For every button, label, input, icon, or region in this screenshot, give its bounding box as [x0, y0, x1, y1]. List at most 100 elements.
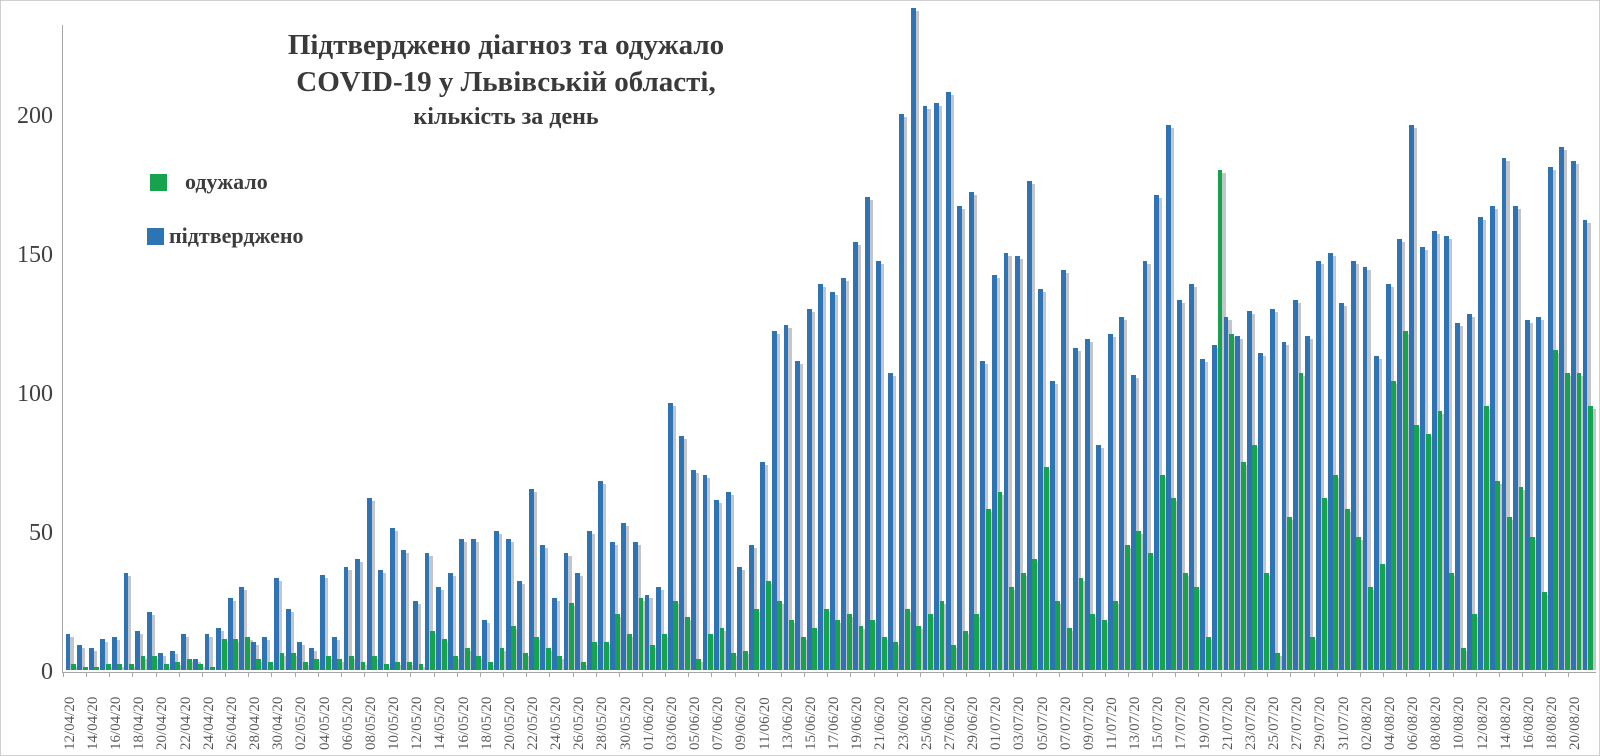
bar-confirmed [123, 572, 129, 670]
bar-recovered [163, 664, 169, 670]
bar-shadow [1469, 317, 1475, 670]
bar-recovered [1124, 544, 1130, 670]
bar-shadow [1018, 258, 1024, 670]
bar-recovered [974, 614, 980, 670]
bar-shadow [242, 589, 248, 670]
legend-item-recovered: одужало [150, 171, 268, 193]
bar-recovered [267, 661, 273, 670]
legend-swatch-confirmed [147, 227, 164, 245]
bar-confirmed [1223, 316, 1229, 670]
bar-recovered [858, 625, 864, 670]
bar-recovered [1240, 461, 1246, 670]
bar-shadow [1475, 617, 1481, 670]
bar-confirmed [551, 597, 557, 670]
x-tick-label: 19/06/20 [849, 696, 866, 750]
bar-recovered [256, 658, 262, 670]
bar-shadow [1307, 339, 1313, 670]
bar-shadow [653, 647, 659, 670]
bar-recovered [129, 664, 134, 670]
legend-label-confirmed: підтверджено [169, 223, 304, 248]
bar-recovered [279, 653, 285, 670]
bar-recovered [1113, 600, 1119, 670]
x-tick-label: 10/05/20 [386, 696, 403, 750]
bar-recovered [1009, 586, 1014, 670]
x-axis-tick-mark [943, 673, 945, 677]
x-tick-label: 15/07/20 [1150, 696, 1167, 750]
bar-recovered [997, 492, 1003, 670]
bar-shadow [803, 639, 809, 670]
bar-shadow [907, 611, 913, 670]
bar-confirmed [795, 361, 801, 670]
x-tick-label: 12/04/20 [61, 696, 78, 750]
bar-shadow [578, 575, 584, 670]
bar-shadow [120, 667, 126, 670]
x-axis-tick-mark [63, 673, 64, 677]
bar-shadow [861, 628, 867, 670]
x-tick-label: 23/06/20 [895, 696, 912, 750]
bar-recovered [603, 642, 609, 670]
bar-confirmed [1513, 205, 1518, 670]
bar-shadow [115, 639, 120, 670]
bar-shadow [1209, 639, 1214, 670]
bar-shadow [630, 636, 635, 670]
bar-confirmed [1084, 339, 1090, 670]
bar-shadow [74, 667, 80, 670]
bar-shadow [965, 634, 971, 670]
bar-recovered [476, 656, 482, 670]
bar-shadow [670, 406, 676, 670]
bar-shadow [826, 611, 832, 670]
bar-recovered [499, 647, 505, 670]
bar-shadow [1191, 286, 1197, 670]
bar-shadow [792, 622, 798, 670]
bar-shadow [989, 511, 994, 670]
bar-shadow [1377, 358, 1383, 670]
x-tick-label: 04/08/20 [1381, 696, 1398, 750]
x-axis-tick-mark [1452, 673, 1454, 677]
x-tick-label: 23/07/20 [1242, 696, 1259, 750]
bar-confirmed [1304, 336, 1310, 670]
x-tick-label: 25/07/20 [1266, 696, 1283, 750]
bar-shadow [1273, 311, 1278, 670]
x-axis-tick-mark [225, 673, 227, 677]
bar-shadow [786, 328, 792, 670]
x-axis-tick-mark [966, 673, 968, 677]
bar-shadow [467, 650, 473, 670]
bar-shadow [676, 603, 682, 670]
bar-recovered [985, 508, 991, 670]
bar-confirmed [667, 403, 673, 670]
y-tick-label: 200 [17, 103, 53, 129]
x-axis-tick-mark [132, 673, 134, 677]
bar-confirmed [1489, 205, 1495, 670]
bar-shadow [902, 117, 908, 670]
bar-confirmed [111, 636, 117, 670]
bar-shadow [1290, 520, 1295, 670]
bar-confirmed [957, 205, 963, 670]
bar-confirmed [841, 278, 847, 670]
bar-shadow [352, 659, 357, 670]
bar-confirmed [1443, 236, 1449, 670]
bar-recovered [395, 661, 401, 670]
bar-shadow [1243, 464, 1249, 670]
bar-shadow [108, 667, 114, 670]
bar-recovered [1368, 586, 1373, 670]
bar-confirmed [274, 578, 279, 670]
bar-shadow [1070, 631, 1075, 670]
bar-recovered [1414, 425, 1420, 670]
bar-shadow [1266, 575, 1272, 670]
legend-swatch-recovered [150, 173, 167, 191]
x-tick-label: 05/06/20 [687, 696, 704, 750]
bar-confirmed [308, 647, 314, 670]
bar-recovered [1159, 475, 1165, 670]
bar-recovered [1194, 586, 1200, 670]
bar-shadow [856, 244, 862, 670]
bar-shadow [80, 647, 86, 670]
bar-confirmed [227, 597, 233, 670]
bar-shadow [161, 656, 167, 670]
bar-shadow [474, 542, 479, 670]
bar-shadow [1116, 603, 1122, 670]
bar-shadow [838, 622, 844, 670]
bar-shadow [1168, 128, 1174, 670]
y-axis-line [62, 25, 63, 673]
bar-shadow [694, 472, 699, 670]
bar-shadow [253, 645, 259, 670]
